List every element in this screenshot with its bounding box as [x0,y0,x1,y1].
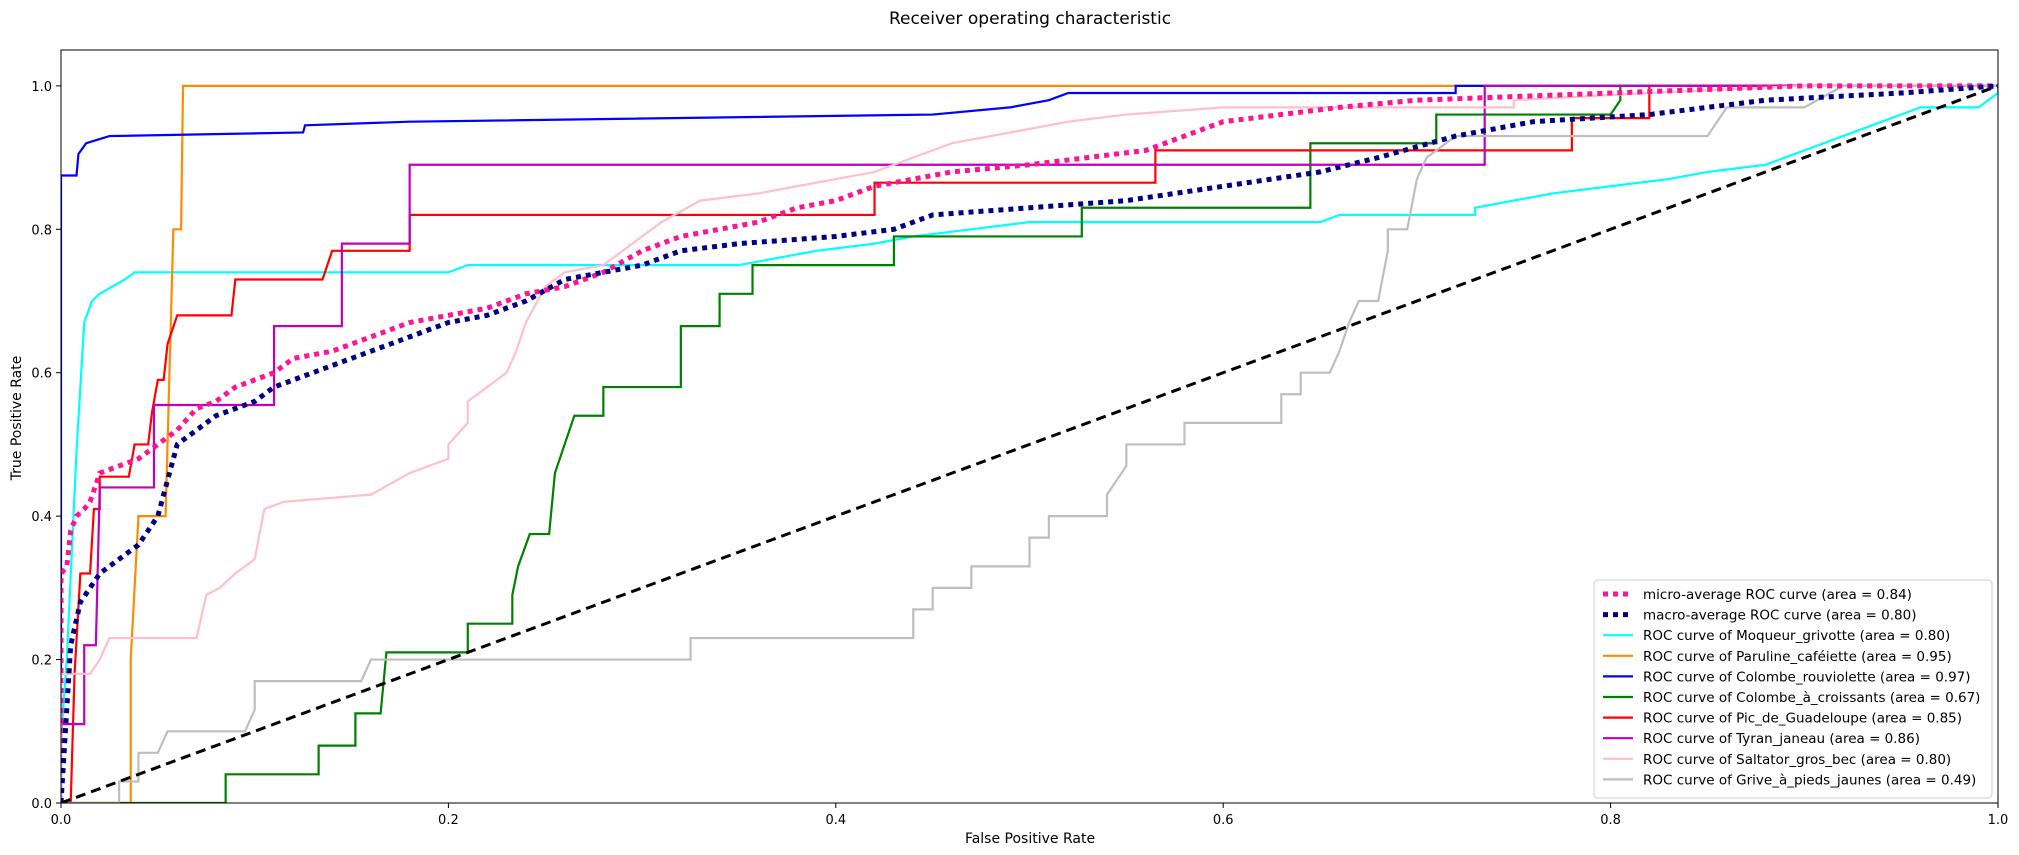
y-tick-label: 0.2 [31,654,52,669]
x-axis-label: False Positive Rate [965,831,1095,847]
legend-box [1593,579,1993,799]
series-line-roc-curve-of-tyran-janeau [61,84,1998,803]
series-line-roc-curve-of-moqueur-grivotte [61,85,1998,803]
x-tick-label: 1.0 [1988,813,2009,828]
x-tick-label: 0.8 [1600,813,1621,828]
y-tick-label: 1.0 [31,80,52,95]
legend: micro-average ROC curve (area = 0.84) mac… [1593,579,1993,799]
series-line-macro-average-roc-curve [61,83,1998,803]
legend-label-roc-curve-of-pic-de-guadeloupe: ROC curve of Pic_de_Guadeloupe (area = 0… [1643,711,1962,727]
legend-label-macro-average-roc-curve: macro-average ROC curve (area = 0.80) [1643,608,1916,624]
series-line-micro-average-roc-curve [61,83,1998,803]
legend-label-roc-curve-of-colombe-croissants: ROC curve of Colombe_à_croissants (area … [1643,690,1980,706]
legend-label-roc-curve-of-grive-pieds-jaunes: ROC curve of Grive_à_pieds_jaunes (area … [1643,772,1976,788]
x-tick-label: 0.2 [438,813,459,828]
y-tick-label: 0.0 [31,797,52,812]
legend-label-micro-average-roc-curve: micro-average ROC curve (area = 0.84) [1643,587,1912,603]
x-tick-label: 0.4 [825,813,846,828]
chart-title: Receiver operating characteristic [889,9,1171,29]
series-line-chance [61,84,1998,803]
y-tick-label: 0.4 [31,510,52,525]
y-tick-label: 0.6 [31,367,52,382]
x-axis: 0.0 0.2 0.4 0.6 0.8 1.0 [51,803,2009,828]
legend-label-roc-curve-of-saltator-gros-bec: ROC curve of Saltator_gros_bec (area = 0… [1643,752,1951,768]
y-tick-label: 0.8 [31,223,52,238]
legend-label-roc-curve-of-paruline-caf-iette: ROC curve of Paruline_caféiette (area = … [1643,649,1952,665]
series-line-roc-curve-of-saltator-gros-bec [61,84,1998,803]
legend-label-roc-curve-of-colombe-rouviolette: ROC curve of Colombe_rouviolette (area =… [1643,669,1971,685]
legend-label-roc-curve-of-tyran-janeau: ROC curve of Tyran_janeau (area = 0.86) [1643,731,1920,747]
series-line-roc-curve-of-colombe-rouviolette [61,84,1998,803]
plot-frame [60,49,1999,804]
series-line-roc-curve-of-paruline-caf-iette [61,84,1998,803]
x-tick-label: 0.0 [51,813,72,828]
series-line-roc-curve-of-grive-pieds-jaunes [61,84,1998,803]
y-axis: 0.0 0.2 0.4 0.6 0.8 1.0 [31,80,61,812]
series-line-roc-curve-of-pic-de-guadeloupe [61,84,1998,803]
x-tick-label: 0.6 [1213,813,1234,828]
y-axis-label: True Positive Rate [9,356,25,482]
curves-group [61,83,1998,803]
legend-label-roc-curve-of-moqueur-grivotte: ROC curve of Moqueur_grivotte (area = 0.… [1643,628,1950,644]
